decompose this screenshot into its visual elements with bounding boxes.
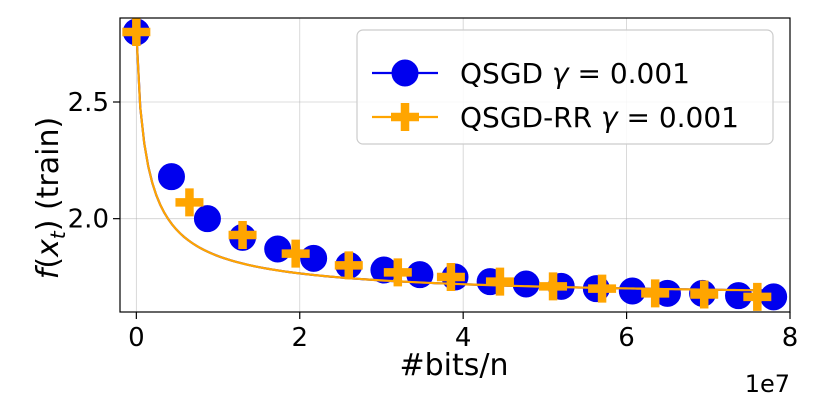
data-point-plus — [383, 258, 412, 287]
y-axis-label: f(xt) (train) — [31, 117, 70, 279]
data-point-plus — [175, 188, 204, 217]
legend-label: QSGD-RR γ = 0.001 — [460, 101, 739, 134]
data-point-circle — [157, 163, 185, 191]
data-point-circle — [264, 235, 292, 263]
data-point-plus — [743, 282, 772, 311]
data-point-plus — [228, 221, 257, 249]
data-point-plus — [281, 239, 310, 268]
data-point-plus — [334, 251, 363, 280]
data-point-plus — [641, 279, 670, 308]
data-point-circle — [193, 205, 221, 233]
y-tick-label: 2.0 — [68, 205, 109, 235]
data-point-circle — [300, 244, 328, 272]
x-axis-multiplier: 1e7 — [745, 370, 790, 398]
plot-frame — [119, 17, 791, 313]
legend-box — [356, 29, 774, 145]
x-tick-label: 2 — [291, 323, 308, 353]
legend-label: QSGD γ = 0.001 — [460, 57, 690, 90]
data-point-plus — [588, 274, 617, 303]
data-point-plus — [690, 280, 719, 309]
data-point-plus — [122, 18, 151, 46]
x-tick-label: 0 — [128, 323, 145, 353]
data-point-plus — [485, 267, 514, 296]
axis-ticks: 0 2 4 6 8 2.0 2.5 — [68, 88, 799, 353]
series-layer — [122, 18, 788, 311]
x-axis-label: #bits/n — [399, 348, 508, 383]
data-point-plus — [391, 103, 419, 131]
legend: QSGD γ = 0.001 QSGD-RR γ = 0.001 — [356, 29, 774, 145]
data-point-circle — [512, 270, 540, 298]
y-tick-label: 2.5 — [68, 88, 109, 118]
series-qsgd-rr — [122, 18, 772, 311]
data-point-circle — [391, 59, 419, 87]
legend-item: QSGD γ = 0.001 — [372, 57, 690, 90]
x-tick-label: 8 — [782, 323, 799, 353]
legend-item: QSGD-RR γ = 0.001 — [372, 101, 739, 134]
svg-text:f(xt) (train): f(xt) (train) — [31, 117, 70, 279]
data-point-plus — [436, 263, 465, 291]
x-tick-label: 6 — [618, 323, 635, 353]
data-point-plus — [539, 272, 568, 301]
x-tick-label: 4 — [455, 323, 472, 353]
